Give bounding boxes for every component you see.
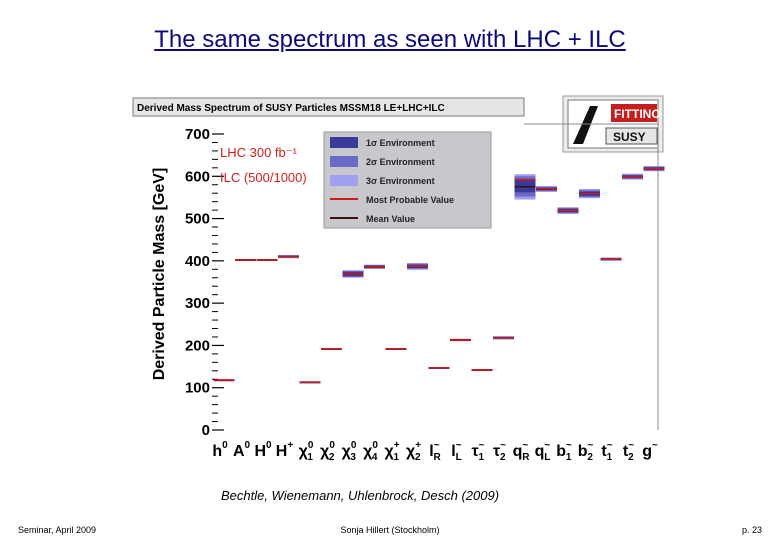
citation: Bechtle, Wienemann, Uhlenbrock, Desch (2… — [220, 488, 500, 503]
footer-seminar: Seminar, April 2009 — [18, 525, 97, 535]
legend-swatch-2sigma — [330, 156, 358, 167]
y-tick-label: 400 — [185, 253, 210, 270]
x-category-label: b~ 1 — [556, 440, 572, 463]
y-axis-label: Derived Particle Mass [GeV] — [151, 168, 168, 381]
chart-header-box — [132, 97, 525, 117]
x-category-label: g~ — [642, 440, 658, 460]
x-category-label: b~ 2 — [578, 440, 594, 463]
chart-legend: 1σ Environment 2σ Environment 3σ Environ… — [323, 131, 492, 229]
chart-title: Derived Mass Spectrum of SUSY Particles … — [137, 103, 445, 114]
footer-author: Sonja Hillert (Stockholm) — [340, 525, 440, 535]
y-tick-label: 600 — [185, 168, 210, 185]
x-category-label: χ0 4 — [363, 440, 378, 463]
y-tick-label: 300 — [185, 295, 210, 312]
x-category-label: χ+ 2 — [406, 440, 421, 463]
y-tick-label: 100 — [185, 380, 210, 397]
logo-text-bottom: SUSY — [613, 130, 646, 144]
x-category-label: H0 — [254, 440, 272, 460]
x-category-label: q~ R — [513, 440, 531, 463]
logo-text-top: FITTINO — [614, 107, 661, 121]
legend-swatch-1sigma — [330, 137, 358, 148]
x-category-label: t~ 1 — [601, 440, 612, 463]
legend-swatch-3sigma — [330, 175, 358, 186]
x-category-label: q~ L — [535, 440, 551, 463]
legend-label-2sigma: 2σ Environment — [366, 157, 435, 167]
y-tick-label: 700 — [185, 126, 210, 143]
x-category-label: τ~ 1 — [472, 440, 485, 463]
x-category-label: l~ L — [451, 440, 461, 463]
lumi-ilc-label: ILC (500/1000) — [220, 170, 307, 185]
lumi-lhc-label: LHC 300 fb⁻¹ — [220, 145, 298, 160]
x-category-label: h0 — [212, 440, 228, 460]
legend-label-most-probable: Most Probable Value — [366, 195, 454, 205]
x-category-label: χ0 1 — [299, 440, 314, 463]
x-category-label: H+ — [276, 440, 294, 460]
x-category-label: χ+ 1 — [384, 440, 399, 463]
x-category-label: A0 — [233, 440, 251, 460]
x-category-label: τ~ 2 — [493, 440, 506, 463]
band-1sigma — [514, 179, 536, 193]
legend-label-3sigma: 3σ Environment — [366, 176, 435, 186]
x-category-label: l~ R — [429, 440, 441, 463]
x-category-label: χ0 2 — [320, 440, 335, 463]
x-category-label: χ0 3 — [342, 440, 357, 463]
legend-label-1sigma: 1σ Environment — [366, 138, 435, 148]
y-tick-label: 0 — [202, 422, 210, 439]
y-tick-label: 500 — [185, 211, 210, 228]
x-category-label: t~ 2 — [623, 440, 634, 463]
y-tick-label: 200 — [185, 337, 210, 354]
legend-label-mean: Mean Value — [366, 214, 415, 224]
footer-page: p. 23 — [741, 525, 762, 535]
slide-title: The same spectrum as seen with LHC + ILC — [154, 26, 626, 53]
